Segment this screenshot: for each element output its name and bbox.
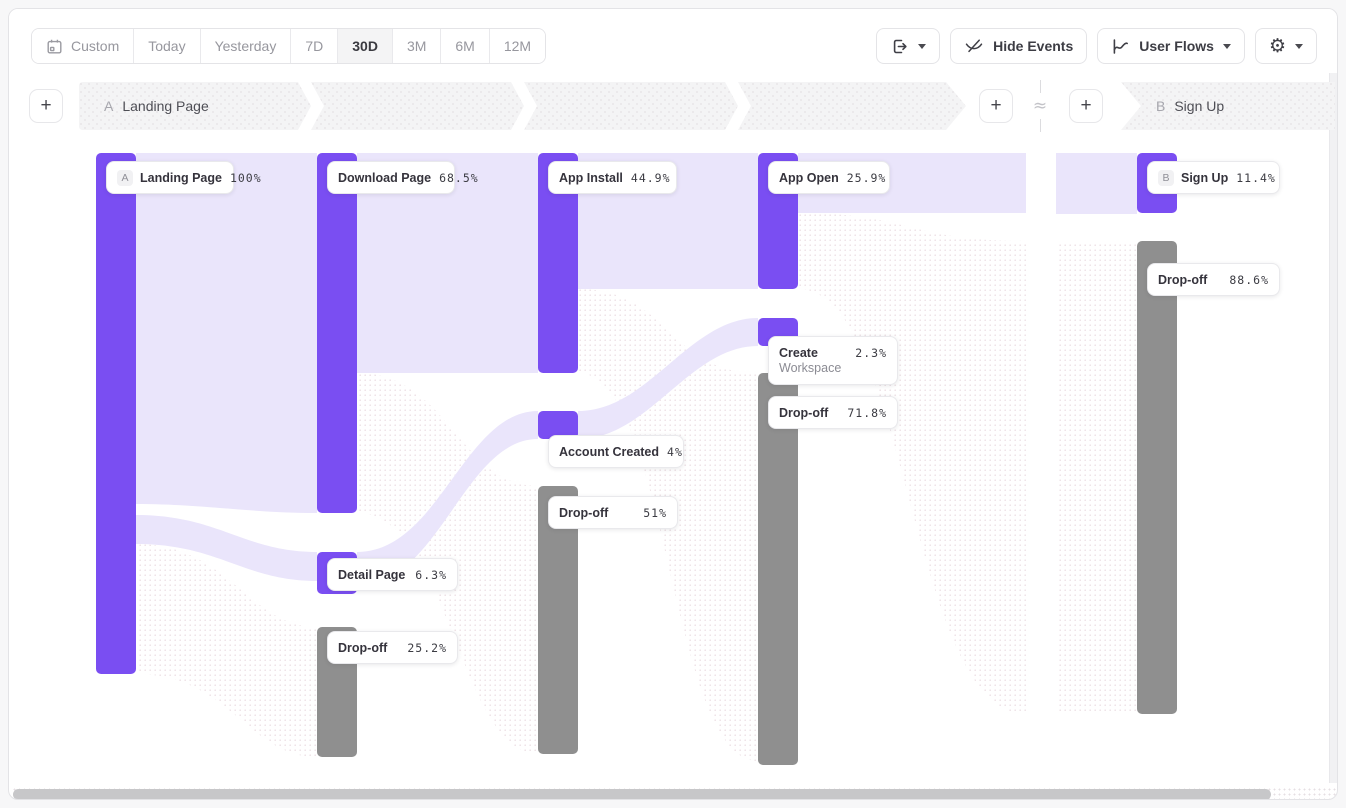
node-bar-app-install[interactable] bbox=[538, 153, 578, 373]
date-range-custom[interactable]: Custom bbox=[32, 29, 135, 63]
settings-button[interactable]: ⚙ bbox=[1254, 28, 1317, 64]
flow-step-header: + A Landing Page + ≈ + bbox=[9, 74, 1337, 138]
horizontal-scrollbar-thumb[interactable] bbox=[13, 789, 1271, 799]
date-range-selector: Custom Today Yesterday 7D 30D 3M 6M 12M bbox=[31, 28, 547, 64]
hide-events-label: Hide Events bbox=[993, 38, 1074, 54]
node-card-app-open[interactable]: App Open 25.9% bbox=[768, 161, 890, 194]
node-card-dropoff-71[interactable]: Drop-off 71.8% bbox=[768, 396, 898, 429]
caret-down-icon bbox=[1295, 44, 1303, 49]
add-step-middle-button[interactable]: + bbox=[979, 89, 1013, 123]
date-range-12m[interactable]: 12M bbox=[489, 29, 546, 63]
step-4-segment[interactable] bbox=[738, 82, 966, 130]
node-bar-account-created[interactable] bbox=[538, 411, 578, 439]
section-a-event-name: Landing Page bbox=[122, 98, 209, 114]
step-b-segment[interactable] bbox=[1121, 82, 1335, 130]
node-card-dropoff-51[interactable]: Drop-off 51% bbox=[548, 496, 678, 529]
node-card-app-install[interactable]: App Install 44.9% bbox=[548, 161, 677, 194]
node-bar-dropoff-88[interactable] bbox=[1137, 241, 1177, 714]
gear-icon: ⚙ bbox=[1268, 34, 1286, 57]
flow-appopen-to-dropoff-a bbox=[798, 213, 1026, 714]
add-step-before-button[interactable]: + bbox=[29, 89, 63, 123]
add-step-end-button[interactable]: + bbox=[1069, 89, 1103, 123]
flow-landing-to-dropoff bbox=[136, 544, 317, 757]
date-range-custom-label: Custom bbox=[71, 38, 120, 54]
toolbar-right-group: Hide Events User Flows ⚙ bbox=[876, 28, 1317, 64]
date-range-6m[interactable]: 6M bbox=[441, 29, 490, 63]
step-3-segment[interactable] bbox=[524, 82, 738, 130]
node-card-dropoff-88[interactable]: Drop-off 88.6% bbox=[1147, 263, 1280, 296]
export-button[interactable] bbox=[876, 28, 941, 64]
flow-detail-to-account[interactable] bbox=[357, 411, 538, 586]
node-card-download-page[interactable]: Download Page 68.5% bbox=[327, 161, 478, 194]
divider-dash-top bbox=[1039, 80, 1041, 93]
hide-events-button[interactable]: Hide Events bbox=[950, 28, 1088, 64]
section-b-label: B Sign Up bbox=[1156, 82, 1224, 130]
node-bar-dropoff-71[interactable] bbox=[758, 373, 798, 765]
divider-dash-bottom bbox=[1039, 119, 1041, 132]
node-bar-landing-page[interactable] bbox=[96, 153, 136, 674]
flow-account-to-workspace[interactable] bbox=[578, 318, 758, 439]
flow-appopen-to-signup-b[interactable] bbox=[1056, 153, 1137, 214]
section-divider: ≈ bbox=[1025, 80, 1055, 132]
node-card-sign-up[interactable]: B Sign Up 11.4% bbox=[1147, 161, 1280, 194]
flow-landing-to-download[interactable] bbox=[136, 153, 317, 513]
flow-dropoff-section-b bbox=[1056, 241, 1137, 714]
section-b-event-name: Sign Up bbox=[1174, 98, 1225, 114]
series-b-badge: B bbox=[1158, 169, 1174, 186]
node-card-landing-page[interactable]: A Landing Page 100% bbox=[106, 161, 261, 194]
vertical-scrollbar[interactable] bbox=[1329, 71, 1337, 783]
node-card-detail-page[interactable]: Detail Page 6.3% bbox=[327, 558, 458, 591]
flow-landing-to-detail[interactable] bbox=[136, 515, 317, 581]
eye-off-icon bbox=[964, 36, 984, 56]
date-range-yesterday[interactable]: Yesterday bbox=[200, 29, 292, 63]
line-chart-icon bbox=[1111, 37, 1130, 56]
date-range-7d[interactable]: 7D bbox=[291, 29, 339, 63]
node-card-create-workspace[interactable]: Create 2.3% Workspace bbox=[768, 336, 898, 385]
date-range-today[interactable]: Today bbox=[134, 29, 201, 63]
section-a-step-banner[interactable] bbox=[79, 82, 966, 130]
calendar-icon bbox=[46, 38, 63, 55]
node-card-dropoff-25[interactable]: Drop-off 25.2% bbox=[327, 631, 458, 664]
section-a-label: A Landing Page bbox=[104, 82, 209, 130]
caret-down-icon bbox=[918, 44, 927, 49]
series-a-badge: A bbox=[117, 169, 133, 186]
node-bar-dropoff-51[interactable] bbox=[538, 486, 578, 754]
step-2-segment[interactable] bbox=[311, 82, 524, 130]
report-type-label: User Flows bbox=[1139, 38, 1214, 54]
user-flows-report-window: Custom Today Yesterday 7D 30D 3M 6M 12M bbox=[8, 8, 1338, 800]
export-icon bbox=[890, 37, 909, 56]
section-b-step-banner[interactable] bbox=[1121, 82, 1335, 130]
node-card-account-created[interactable]: Account Created 4% bbox=[548, 435, 684, 468]
node-bar-download-page[interactable] bbox=[317, 153, 357, 513]
section-b-letter: B bbox=[1156, 98, 1166, 114]
date-range-3m[interactable]: 3M bbox=[392, 29, 442, 63]
caret-down-icon bbox=[1222, 44, 1231, 49]
approx-icon: ≈ bbox=[1032, 95, 1048, 116]
step-1-segment[interactable] bbox=[79, 82, 311, 130]
sankey-canvas bbox=[96, 153, 1177, 765]
toolbar: Custom Today Yesterday 7D 30D 3M 6M 12M bbox=[9, 9, 1337, 73]
report-type-button[interactable]: User Flows bbox=[1097, 28, 1245, 64]
section-a-letter: A bbox=[104, 98, 114, 114]
date-range-30d[interactable]: 30D bbox=[338, 29, 393, 63]
